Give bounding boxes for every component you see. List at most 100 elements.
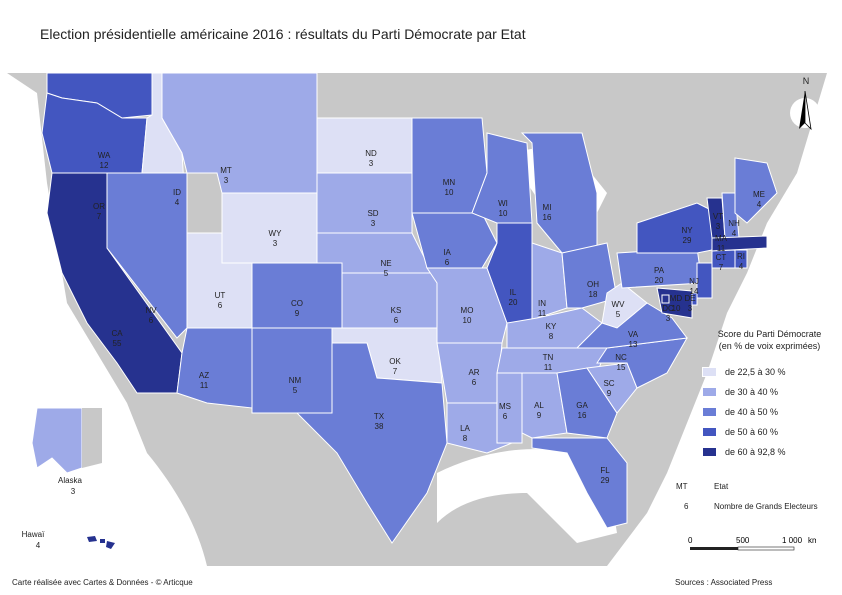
legend-swatch-1 [702,367,717,377]
legend: Score du Parti Démocrate (en % de voix e… [702,328,837,462]
state-ev-ga: 16 [578,411,587,420]
state-ev-wa: 12 [100,161,109,170]
state-in [531,242,568,325]
legend-label-2: de 30 à 40 % [725,387,779,397]
state-code-ia: IA [443,248,451,257]
state-ev-wv: 5 [616,310,621,319]
state-ev-sc: 9 [607,389,612,398]
hawaii-inset: Hawaï 4 [22,530,115,550]
legend-label-5: de 60 à 92,8 % [725,447,786,457]
state-ev-oh: 18 [589,290,598,299]
states-layer [41,73,778,544]
state-code-ri: RI [737,252,745,261]
state-ev-mn: 10 [445,188,454,197]
legend-swatch-5 [702,447,717,457]
state-code-ky: KY [546,322,557,331]
state-code-wy: WY [269,229,283,238]
state-ma [711,235,768,252]
state-ev-de: 3 [688,304,693,313]
state-code-vt: VT [713,212,723,221]
state-me [734,157,778,224]
state-ev-ne: 5 [384,269,389,278]
state-sd [316,172,413,234]
state-code-ok: OK [389,357,401,366]
state-ev-vt: 3 [716,222,721,231]
state-code-fl: FL [600,466,610,475]
state-ev-ar: 6 [472,378,477,387]
state-ev-nd: 3 [369,159,374,168]
state-ev-la: 8 [463,434,468,443]
state-code-wa: WA [98,151,111,160]
state-ev-ut: 6 [218,301,223,310]
hawaii-ev: 4 [36,541,41,550]
scale-bar: 0 500 1 000 km [688,536,816,551]
north-label: N [803,76,810,86]
state-ev-il: 20 [509,298,518,307]
legend-title: Score du Parti Démocrate (en % de voix e… [702,328,837,352]
state-code-tn: TN [543,353,554,362]
state-ks [341,272,438,329]
state-ev-dc: 3 [666,314,671,323]
state-code-mt: MT [220,166,232,175]
state-ak-shape [31,407,83,474]
north-arrow: N [790,76,820,131]
state-ev-me: 4 [757,200,762,209]
state-code-ct: CT [716,253,727,262]
state-hi-shape [87,536,115,549]
legend-row-1: de 22,5 à 30 % [702,362,837,382]
scale-tick-500: 500 [736,536,750,545]
state-ev-ms: 6 [503,412,508,421]
legend-swatch-4 [702,427,717,437]
state-code-ma: MA [715,234,728,243]
state-code-co: CO [291,299,303,308]
state-code-in: IN [538,299,546,308]
state-ev-or: 7 [97,212,102,221]
state-ev-wi: 10 [499,209,508,218]
state-code-or: OR [93,202,105,211]
legend-label-3: de 40 à 50 % [725,407,779,417]
state-ev-ok: 7 [393,367,398,376]
state-ev-tx: 38 [375,422,384,431]
state-code-me: ME [753,190,765,199]
us-map: WA12OR7CA55ID4NV6MT3WY3UT6AZ11CO9NM5ND3S… [7,73,827,566]
state-ev-mi: 16 [543,213,552,222]
state-al [521,372,568,439]
state-ev-al: 9 [537,411,542,420]
legend-row-4: de 50 à 60 % [702,422,837,442]
state-code-az: AZ [199,371,209,380]
state-ev-fl: 29 [601,476,610,485]
state-code-nj: NJ [689,277,699,286]
state-wv [601,282,648,329]
key-code-meaning: Etat [714,482,729,491]
legend-row-3: de 40 à 50 % [702,402,837,422]
state-dc [661,294,670,304]
state-ev-id: 4 [175,198,180,207]
legend-swatch-3 [702,407,717,417]
state-code-ne: NE [380,259,391,268]
state-ev-ia: 6 [445,258,450,267]
state-ev-va: 13 [629,340,638,349]
state-code-il: IL [510,288,517,297]
state-la [446,402,513,454]
state-ev-nc: 15 [617,363,626,372]
legend-label-1: de 22,5 à 30 % [725,367,786,377]
state-code-ms: MS [499,402,511,411]
state-ev-ma: 11 [717,244,726,253]
alaska-name: Alaska [58,476,83,485]
state-code-wv: WV [612,300,626,309]
state-ev-co: 9 [295,309,300,318]
state-nv [106,172,188,339]
legend-row-2: de 30 à 40 % [702,382,837,402]
state-fl [531,437,628,529]
state-code-nm: NM [289,376,302,385]
state-nj [696,262,713,299]
state-code-ar: AR [468,368,479,377]
state-wy [221,192,318,264]
legend-swatch-2 [702,387,717,397]
footer-source: Sources : Associated Press [675,578,773,587]
state-ev-md: 10 [672,304,681,313]
state-ev-az: 11 [200,381,209,390]
state-ev-ny: 29 [683,236,692,245]
state-ia [411,212,498,269]
gulf-of-mexico [437,449,617,543]
